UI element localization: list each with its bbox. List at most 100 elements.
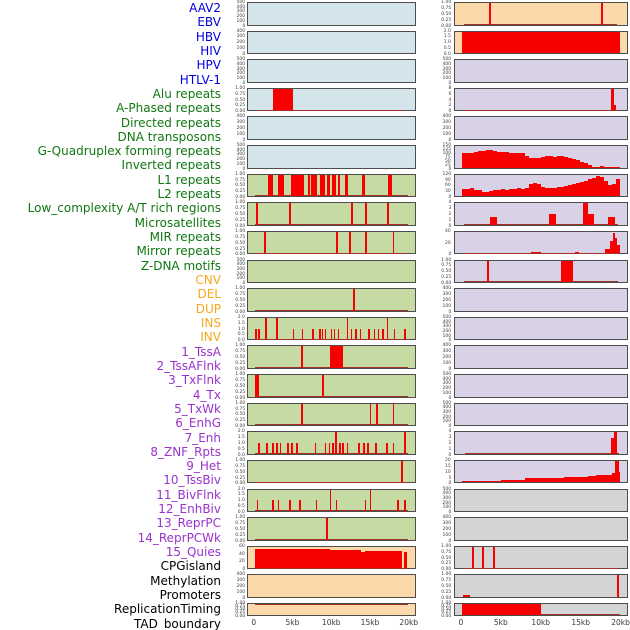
data-bar bbox=[485, 149, 490, 168]
data-baseline bbox=[254, 395, 408, 397]
y-ticks-methylation: 400 300 200 100 0 bbox=[222, 572, 246, 600]
track-panel-methylation bbox=[247, 574, 416, 598]
data-bar bbox=[375, 403, 378, 426]
plot-area-9-het bbox=[254, 460, 408, 483]
data-bar bbox=[397, 500, 399, 512]
y-tick-label: 0 bbox=[448, 423, 451, 429]
plot-area-microsatellites bbox=[462, 203, 620, 225]
data-bar bbox=[469, 188, 474, 197]
data-bar bbox=[461, 481, 482, 483]
y-tick-label: 0.5 bbox=[443, 45, 451, 51]
y-tick-label: 0.00 bbox=[234, 223, 245, 229]
data-bar bbox=[403, 432, 406, 454]
y-tick-label: 300 bbox=[442, 348, 451, 354]
track-panel-hpv bbox=[247, 59, 416, 83]
y-tick-label: 0 bbox=[242, 137, 245, 143]
y-tick-label: 150 bbox=[442, 142, 451, 148]
y-ticks-z-dna-motifs: 500 400 300 200 100 0 bbox=[222, 257, 246, 286]
data-bar bbox=[501, 189, 506, 197]
track-panel-9-het bbox=[247, 459, 416, 484]
plot-area-z-dna-motifs bbox=[255, 261, 408, 283]
data-bar bbox=[367, 443, 369, 454]
data-bar bbox=[574, 252, 579, 254]
data-bar bbox=[345, 174, 349, 197]
track-label-7-enh: 7_Enh bbox=[184, 430, 221, 445]
data-bar bbox=[324, 328, 327, 340]
data-bar bbox=[337, 328, 340, 340]
y-ticks-mirror-repeats: 40 20 0 bbox=[428, 228, 452, 256]
data-baseline bbox=[254, 538, 408, 540]
y-ticks-11-bivflnk: 2.0 1.5 1.0 0.5 0.0 bbox=[222, 486, 246, 514]
plot-area-tad-boundary bbox=[461, 603, 620, 615]
y-tick-label: 200 bbox=[236, 39, 245, 45]
y-tick-label: 0.00 bbox=[234, 480, 245, 486]
y-tick-label: 200 bbox=[442, 328, 451, 334]
data-bar bbox=[564, 186, 569, 197]
track-label-dup: DUP bbox=[195, 301, 221, 316]
data-bar bbox=[599, 166, 604, 168]
data-baseline bbox=[465, 109, 619, 111]
data-bar bbox=[610, 240, 613, 254]
y-ticks-directed-repeats: 400 300 200 100 0 bbox=[222, 114, 246, 143]
y-tick-label: 500 bbox=[442, 314, 451, 320]
data-bar bbox=[263, 231, 266, 254]
data-bar bbox=[544, 188, 549, 197]
track-panel-g-quadruplex-forming-repeats bbox=[247, 145, 416, 169]
track-label-12-enhbiv: 12_EnhBiv bbox=[158, 502, 221, 517]
y-tick-label: 100 bbox=[236, 131, 245, 137]
track-label-l1-repeats: L1 repeats bbox=[157, 172, 222, 187]
data-bar bbox=[603, 474, 612, 483]
y-tick-label: 120 bbox=[442, 171, 451, 176]
data-bar bbox=[588, 179, 592, 197]
y-tick-label: 1.00 bbox=[234, 514, 245, 520]
data-bar bbox=[387, 174, 392, 197]
track-label-6-enhg: 6_EnhG bbox=[175, 416, 221, 431]
track-panel-microsatellites bbox=[454, 202, 628, 226]
data-bar bbox=[517, 479, 525, 483]
y-tick-label: 0.00 bbox=[234, 423, 245, 429]
plot-area-replicationtiming bbox=[254, 603, 408, 615]
data-bar bbox=[595, 166, 600, 168]
y-ticks-dup: 400 300 200 100 0 bbox=[428, 286, 452, 314]
track-panel-l1-repeats bbox=[247, 173, 416, 198]
data-baseline bbox=[254, 481, 408, 483]
data-bar bbox=[513, 153, 518, 168]
y-tick-label: 200 bbox=[236, 125, 245, 131]
track-label-g-quadruplex-forming-repeats: G-Quadruplex forming repeats bbox=[37, 144, 221, 159]
data-bar bbox=[481, 191, 486, 197]
track-label-promoters: Promoters bbox=[159, 588, 221, 603]
data-bar bbox=[461, 153, 466, 168]
data-bar bbox=[463, 595, 470, 597]
data-bar bbox=[312, 328, 314, 340]
y-tick-label: 200 bbox=[236, 70, 245, 76]
data-bar bbox=[544, 155, 549, 168]
track-label-3-txflnk: 3_TxFlnk bbox=[168, 373, 221, 388]
y-tick-label: 0.25 bbox=[234, 360, 245, 366]
y-tick-label: 400 bbox=[442, 490, 451, 496]
y-tick-label: 200 bbox=[442, 526, 451, 532]
y-tick-label: 0.25 bbox=[440, 16, 451, 22]
track-panel-low-complexity-a-t-rich-regions bbox=[247, 202, 416, 226]
data-bar bbox=[319, 174, 326, 197]
y-ticks-mir-repeats: 1.00 0.75 0.50 0.25 0.00 bbox=[222, 228, 246, 256]
data-bar bbox=[363, 443, 365, 454]
y-tick-label: 0.00 bbox=[234, 308, 245, 314]
y-tick-label: 0 bbox=[448, 394, 451, 400]
y-tick-label: 100 bbox=[442, 390, 451, 396]
track-panel-promoters bbox=[454, 574, 628, 598]
track-label-5-txwk: 5_TxWk bbox=[174, 401, 221, 416]
data-bar bbox=[490, 216, 497, 225]
y-ticks-12-enhbiv: 500 400 300 200 100 0 bbox=[428, 486, 452, 514]
track-panel-10-tssbiv bbox=[454, 459, 628, 484]
plot-area-dna-transposons bbox=[462, 117, 620, 139]
data-bar bbox=[580, 161, 585, 168]
data-bar bbox=[342, 443, 344, 454]
y-tick-label: 0 bbox=[242, 280, 245, 286]
data-bar bbox=[548, 156, 553, 168]
x-axis-label: 20kb bbox=[399, 617, 419, 627]
data-bar bbox=[611, 183, 616, 197]
y-tick-label: 0.75 bbox=[234, 234, 245, 240]
plot-area-mirror-repeats bbox=[462, 232, 620, 254]
